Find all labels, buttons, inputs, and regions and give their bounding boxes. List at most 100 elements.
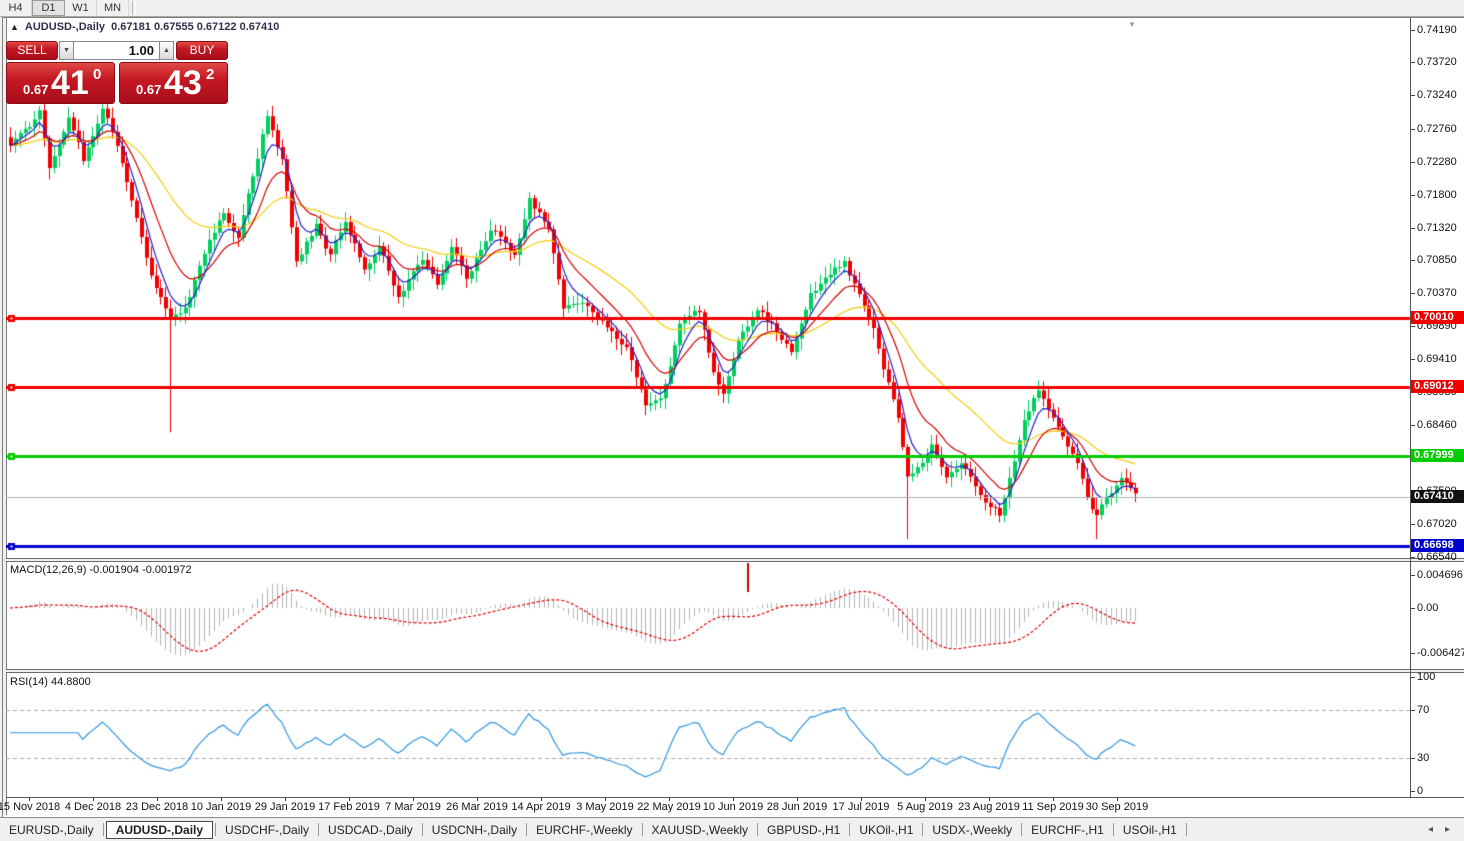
tab-separator — [757, 823, 758, 836]
volume-input[interactable]: 1.00 — [74, 41, 159, 60]
tab-separator — [526, 823, 528, 836]
volume-increase-button[interactable]: ▲ — [159, 41, 174, 60]
tab-separator — [421, 823, 423, 836]
tabs-scroll-right-icon[interactable]: ▸ — [1444, 824, 1450, 835]
ohlc-values: 0.67181 0.67555 0.67122 0.67410 — [111, 21, 280, 33]
tab-gbpusd-h1[interactable]: GBPUSD-,H1 — [767, 822, 841, 837]
tab-eurchf-h1[interactable]: EURCHF-,H1 — [1031, 822, 1104, 837]
date-tick — [1117, 797, 1118, 801]
price-axis-tick: 0.68460 — [1411, 418, 1457, 431]
date-axis-label: 17 Feb 2019 — [318, 801, 380, 813]
toolbar-separator — [132, 1, 136, 15]
date-tick — [157, 797, 158, 801]
date-tick — [861, 797, 862, 801]
rsi-axis-tick: 70 — [1410, 704, 1430, 716]
price-axis-tick: 0.73720 — [1411, 56, 1457, 69]
tabs-scroll-left-icon[interactable]: ◂ — [1427, 824, 1433, 835]
sell-price-big: 41 — [51, 64, 89, 102]
macd-axis-tick: 0.004696 — [1411, 569, 1463, 581]
level-price-label: 0.69012 — [1411, 379, 1464, 393]
date-axis-line — [6, 797, 1464, 798]
tab-usdcnh-daily[interactable]: USDCNH-,Daily — [431, 822, 518, 837]
tab-usdchf-daily[interactable]: USDCHF-,Daily — [225, 822, 310, 837]
macd-axis-tick: -0.006427 — [1411, 647, 1464, 659]
tab-separator — [215, 823, 217, 836]
rsi-label: RSI(14) 44.8800 — [10, 676, 91, 688]
price-axis-tick: 0.70370 — [1411, 287, 1457, 300]
macd-canvas[interactable] — [6, 561, 1464, 669]
chart-title: ▲ AUDUSD-,Daily 0.67181 0.67555 0.67122 0… — [10, 21, 279, 33]
date-tick — [413, 797, 414, 801]
timeframe-button-w1[interactable]: W1 — [65, 0, 97, 16]
price-chart-canvas[interactable] — [6, 20, 1464, 558]
sell-price-button[interactable]: 0.67 41 0 — [6, 62, 115, 104]
date-tick — [605, 797, 606, 801]
buy-price-prefix: 0.67 — [136, 82, 162, 97]
price-axis-tick: 0.72760 — [1411, 122, 1457, 135]
price-axis-tick: 0.71800 — [1411, 188, 1457, 201]
date-tick — [797, 797, 798, 801]
price-axis-tick: 0.66540 — [1411, 551, 1457, 563]
timeframe-button-mn[interactable]: MN — [97, 0, 129, 16]
price-axis-tick: 0.73240 — [1411, 89, 1457, 102]
date-tick — [285, 797, 286, 801]
panel-splitter[interactable] — [6, 669, 1464, 673]
volume-decrease-button[interactable]: ▼ — [59, 41, 74, 60]
tab-usdx-weekly[interactable]: USDX-,Weekly — [932, 822, 1013, 837]
tab-usoil-h1[interactable]: USOil-,H1 — [1122, 822, 1177, 837]
tab-separator — [849, 823, 851, 836]
timeframe-toolbar: H4 D1 W1 MN — [0, 0, 1464, 17]
sell-button[interactable]: SELL — [6, 41, 58, 60]
macd-label: MACD(12,26,9) -0.001904 -0.001972 — [10, 564, 192, 576]
date-axis-label: 23 Aug 2019 — [958, 801, 1020, 813]
timeframe-button-d1[interactable]: D1 — [32, 0, 65, 16]
tab-usdcad-daily[interactable]: USDCAD-,Daily — [328, 822, 413, 837]
tab-separator — [318, 823, 320, 836]
date-tick — [1053, 797, 1054, 801]
tab-separator — [102, 823, 104, 836]
date-axis-label: 29 Jan 2019 — [254, 801, 316, 813]
tab-eurusd-daily[interactable]: EURUSD-,Daily — [9, 822, 94, 837]
date-axis-label: 10 Jun 2019 — [702, 801, 764, 813]
rsi-axis-tick: 0 — [1410, 785, 1424, 797]
date-tick — [93, 797, 94, 801]
macd-axis-tick: 0.00 — [1410, 602, 1439, 614]
date-axis-label: 17 Jul 2019 — [832, 801, 890, 813]
symbol-name: AUDUSD-,Daily — [24, 21, 105, 33]
tab-xauusd-weekly[interactable]: XAUUSD-,Weekly — [651, 822, 748, 837]
one-click-collapse-icon[interactable]: ▲ — [10, 22, 19, 32]
date-axis-label: 14 Apr 2019 — [511, 801, 571, 813]
date-axis-label: 11 Sep 2019 — [1022, 801, 1084, 813]
level-price-label: 0.70010 — [1411, 310, 1464, 324]
price-axis-tick: 0.72280 — [1411, 155, 1457, 168]
date-axis-label: 4 Dec 2018 — [64, 801, 122, 813]
date-tick — [349, 797, 350, 801]
date-axis-label: 28 Jun 2019 — [766, 801, 828, 813]
chart-shift-marker-icon[interactable]: ▼ — [1128, 20, 1136, 29]
tab-separator — [1021, 823, 1023, 836]
level-price-label: 0.66698 — [1411, 539, 1464, 553]
sell-price-prefix: 0.67 — [23, 82, 49, 97]
tab-ukoil-h1[interactable]: UKOil-,H1 — [859, 822, 914, 837]
date-tick — [477, 797, 478, 801]
date-tick — [29, 797, 30, 801]
one-click-trade-panel: SELL ▼ 1.00 ▲ BUY 0.67 41 0 0.67 43 2 — [6, 41, 228, 104]
price-axis-tick: 0.71320 — [1411, 221, 1457, 234]
date-axis-label: 10 Jan 2019 — [190, 801, 252, 813]
buy-price-button[interactable]: 0.67 43 2 — [119, 62, 228, 104]
sell-price-sup: 0 — [93, 66, 102, 83]
date-tick — [733, 797, 734, 801]
timeframe-button-h4[interactable]: H4 — [0, 0, 32, 16]
price-axis-divider — [1410, 18, 1411, 798]
date-tick — [221, 797, 222, 801]
tab-separator — [1112, 823, 1114, 836]
tab-eurchf-weekly[interactable]: EURCHF-,Weekly — [536, 822, 633, 837]
rsi-axis-tick: 30 — [1410, 752, 1430, 764]
rsi-canvas[interactable] — [6, 673, 1464, 795]
date-tick — [925, 797, 926, 801]
buy-button[interactable]: BUY — [176, 41, 228, 60]
date-axis-label: 7 Mar 2019 — [385, 801, 441, 813]
rsi-axis-tick: 100 — [1410, 671, 1436, 683]
tab-audusd-daily[interactable]: AUDUSD-,Daily — [105, 820, 214, 839]
